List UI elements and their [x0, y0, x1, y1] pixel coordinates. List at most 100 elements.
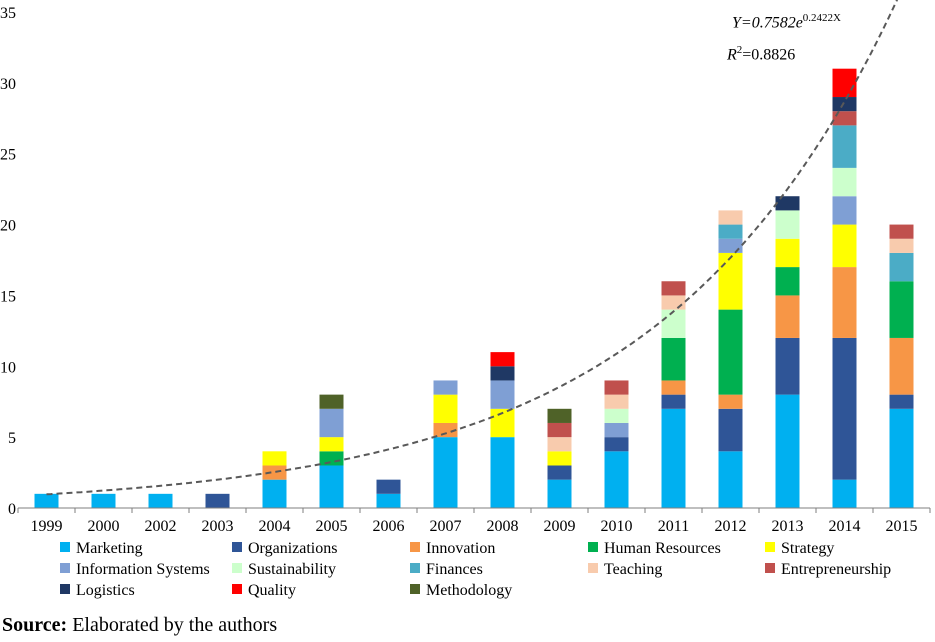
legend-label: Strategy [781, 540, 835, 557]
bar-segment-entrepreneurship [661, 281, 686, 296]
bar-segment-teaching [661, 295, 686, 310]
legend-item: Entrepreneurship [765, 561, 891, 579]
x-tick-label: 2007 [430, 518, 462, 535]
legend-label: Organizations [248, 540, 338, 557]
bar-segment-marketing [661, 408, 686, 508]
legend-swatch [232, 563, 242, 573]
legend-item: Sustainability [232, 561, 336, 579]
bar-segment-marketing [433, 437, 458, 508]
legend-item: Information Systems [60, 561, 210, 579]
x-tick-label: 2000 [88, 518, 120, 535]
bar-segment-strategy [433, 394, 458, 423]
bar-segment-innovation [262, 465, 287, 480]
legend-label: Sustainability [248, 561, 336, 578]
bar-segment-human-resources [319, 451, 344, 466]
bar-segment-organizations [718, 408, 743, 452]
legend-label: Teaching [604, 561, 663, 578]
bar-segment-finances [889, 252, 914, 282]
bar-segment-finances [832, 125, 857, 168]
bar-segment-logistics [832, 97, 857, 112]
y-tick-label: 25 [0, 147, 16, 164]
legend-label: Information Systems [76, 561, 210, 578]
legend-item: Quality [232, 582, 296, 600]
x-tick-label: 2012 [715, 518, 747, 535]
legend-swatch [232, 584, 242, 594]
bar-segment-information-systems [604, 422, 629, 438]
x-tick-label: 2015 [886, 518, 918, 535]
bar-segment-strategy [775, 238, 800, 268]
bar-segment-strategy [262, 451, 287, 466]
legend-swatch [60, 563, 70, 573]
bar-segment-innovation [661, 380, 686, 395]
bar-segment-entrepreneurship [889, 224, 914, 239]
x-tick-label: 2005 [316, 518, 348, 535]
bar-segment-marketing [547, 479, 572, 508]
y-tick-label: 15 [0, 288, 16, 305]
legend-item: Strategy [765, 540, 834, 558]
bar-segment-innovation [832, 267, 857, 338]
x-tick-label: 2008 [487, 518, 519, 535]
trendline [46, 0, 899, 496]
bar-segment-organizations [205, 493, 230, 508]
legend-item: Human Resources [588, 540, 721, 558]
bar-segment-logistics [490, 366, 515, 381]
bar-segment-marketing [775, 394, 800, 508]
bar-segment-organizations [775, 337, 800, 395]
bars [34, 68, 914, 508]
source-text: Elaborated by the authors [67, 614, 278, 636]
bar-segment-organizations [376, 479, 401, 494]
bar-segment-strategy [718, 252, 743, 310]
bar-segment-marketing [34, 493, 59, 508]
x-tick-label: 2013 [772, 518, 804, 535]
bar-segment-sustainability [832, 167, 857, 197]
bar-segment-entrepreneurship [832, 111, 857, 126]
source-label: Source: [2, 614, 68, 636]
bar-segment-teaching [547, 437, 572, 452]
bar-segment-strategy [547, 451, 572, 466]
bar-segment-marketing [376, 493, 401, 508]
x-tick-label: 2006 [373, 518, 405, 535]
legend-label: Logistics [76, 582, 135, 599]
bar-segment-marketing [604, 451, 629, 508]
legend-item: Marketing [60, 540, 143, 558]
bar-segment-innovation [718, 394, 743, 409]
bar-segment-innovation [433, 422, 458, 438]
bar-segment-human-resources [661, 337, 686, 381]
legend-swatch [765, 563, 775, 573]
legend-swatch [60, 542, 70, 552]
bar-segment-sustainability [661, 309, 686, 338]
legend-swatch [232, 542, 242, 552]
legend-label: Quality [248, 582, 296, 599]
bar-segment-teaching [718, 210, 743, 225]
bar-segment-marketing [319, 465, 344, 508]
legend-swatch [410, 542, 420, 552]
bar-segment-information-systems [490, 380, 515, 409]
bar-segment-logistics [775, 196, 800, 211]
bar-segment-human-resources [718, 309, 743, 395]
bar-segment-organizations [547, 465, 572, 480]
legend-item: Teaching [588, 561, 662, 579]
bar-segment-marketing [91, 493, 116, 508]
bar-segment-marketing [262, 479, 287, 508]
bar-segment-organizations [661, 394, 686, 409]
bar-segment-marketing [490, 437, 515, 508]
x-axis: 1999 2000 2002 2003 2004 2005 2006 2007 2008 2009… [17, 507, 931, 535]
y-tick-label: 30 [0, 76, 16, 93]
bar-segment-methodology [319, 394, 344, 409]
bar-segment-methodology [547, 408, 572, 423]
legend-label: Marketing [76, 540, 143, 557]
trendline-equation: Y=0.7582e0.2422X [732, 12, 841, 32]
bar-segment-organizations [889, 394, 914, 409]
legend-swatch [588, 563, 598, 573]
legend-item: Innovation [410, 540, 495, 558]
bar-segment-organizations [604, 437, 629, 452]
x-tick-label: 1999 [31, 518, 63, 535]
legend-label: Human Resources [604, 540, 721, 557]
legend-swatch [60, 584, 70, 594]
bar-segment-quality [832, 68, 857, 98]
legend-label: Entrepreneurship [781, 561, 892, 578]
y-tick-label: 35 [0, 5, 16, 22]
y-tick-label: 10 [0, 359, 16, 376]
x-tick-label: 2011 [658, 518, 689, 535]
bar-segment-teaching [604, 394, 629, 409]
